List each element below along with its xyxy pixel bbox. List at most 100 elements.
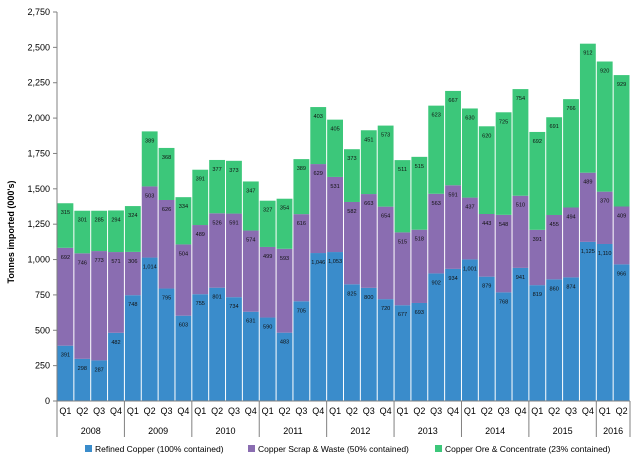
bar-segment xyxy=(478,126,495,214)
bar-segment xyxy=(192,169,209,226)
data-label: 389 xyxy=(297,166,306,172)
y-tick-label: 1,000 xyxy=(27,255,50,265)
bar-segment xyxy=(411,229,428,303)
bar-segment xyxy=(478,213,495,277)
bar-segment xyxy=(209,213,226,288)
x-tick-label: Q1 xyxy=(599,406,611,416)
bar-segment xyxy=(259,246,276,318)
data-label: 494 xyxy=(566,214,575,220)
data-label: 515 xyxy=(415,164,424,170)
data-label: 437 xyxy=(465,205,474,211)
bar-segment xyxy=(411,302,428,401)
data-label: 370 xyxy=(600,199,609,205)
legend-label: Copper Ore & Concentrate (23% contained) xyxy=(445,444,611,454)
data-label: 725 xyxy=(499,119,508,125)
data-label: 518 xyxy=(415,237,424,243)
data-label: 1,001 xyxy=(463,266,477,272)
x-tick-label: Q1 xyxy=(396,406,408,416)
data-label: 754 xyxy=(516,96,525,102)
data-label: 489 xyxy=(583,180,592,186)
bar-segment xyxy=(226,297,242,401)
bar-segment xyxy=(293,301,310,401)
data-label: 391 xyxy=(533,237,542,243)
bar-segment xyxy=(108,332,124,401)
legend-label: Copper Scrap & Waste (50% contained) xyxy=(258,444,409,454)
bar-segment xyxy=(242,311,259,401)
bar-segment xyxy=(613,206,630,265)
x-tick-label: Q3 xyxy=(228,406,240,416)
data-label: 373 xyxy=(347,156,356,162)
bar-segment xyxy=(495,112,512,215)
data-label: 405 xyxy=(330,127,339,133)
x-tick-label: Q3 xyxy=(565,406,577,416)
data-label: 315 xyxy=(61,210,70,216)
data-label: 409 xyxy=(617,214,626,220)
data-label: 693 xyxy=(415,310,424,316)
bar-segment xyxy=(141,186,158,258)
data-label: 285 xyxy=(94,218,103,224)
legend-swatch xyxy=(248,445,255,452)
data-label: 720 xyxy=(381,306,390,312)
data-label: 966 xyxy=(617,271,626,277)
bar-segment xyxy=(276,198,293,249)
data-label: 623 xyxy=(432,113,441,119)
bar-segment xyxy=(360,130,377,195)
bar-segment xyxy=(360,287,377,401)
bar-segment xyxy=(579,241,596,401)
bar-segment xyxy=(579,43,596,173)
bar-segment xyxy=(57,203,74,248)
data-label: 705 xyxy=(297,308,306,314)
x-tick-label: Q3 xyxy=(498,406,510,416)
x-tick-label: Q4 xyxy=(110,406,122,416)
data-label: 298 xyxy=(78,366,87,372)
data-label: 920 xyxy=(600,69,609,75)
bar-segment xyxy=(192,225,209,295)
data-label: 573 xyxy=(381,133,390,139)
bar-segment xyxy=(344,149,360,202)
bar-segment xyxy=(108,252,124,333)
data-label: 483 xyxy=(280,340,289,346)
bar-segment xyxy=(57,247,74,346)
data-label: 801 xyxy=(212,295,221,301)
bar-segment xyxy=(445,268,461,401)
bar-segment xyxy=(158,288,175,401)
y-tick-label: 0 xyxy=(45,396,50,406)
y-tick-label: 750 xyxy=(35,290,50,300)
bar-segment xyxy=(327,176,343,253)
data-label: 692 xyxy=(61,255,70,261)
data-label: 391 xyxy=(196,177,205,183)
bar-segment xyxy=(74,358,91,401)
bar-segment xyxy=(428,193,445,274)
legend-swatch xyxy=(85,445,92,452)
data-label: 800 xyxy=(364,295,373,301)
y-tick-label: 250 xyxy=(35,361,50,371)
data-label: 511 xyxy=(398,167,407,173)
x-tick-label: Q1 xyxy=(329,406,341,416)
x-tick-label: Q4 xyxy=(447,406,459,416)
bar-segment xyxy=(74,253,91,359)
bar-segment xyxy=(276,248,293,333)
x-tick-label: Q2 xyxy=(413,406,425,416)
bar-segment xyxy=(478,276,495,401)
data-label: 294 xyxy=(111,217,120,223)
x-tick-label: Q2 xyxy=(481,406,493,416)
data-label: 748 xyxy=(128,302,137,308)
bar-segment xyxy=(428,105,445,194)
bar-segment xyxy=(445,90,461,186)
data-label: 768 xyxy=(499,299,508,305)
bar-segment xyxy=(91,360,108,401)
x-tick-label: Q4 xyxy=(582,406,594,416)
data-label: 306 xyxy=(128,259,137,265)
bar-segment xyxy=(344,284,360,401)
bar-segment xyxy=(293,214,310,302)
data-label: 324 xyxy=(128,213,137,219)
year-label: 2008 xyxy=(81,426,101,436)
data-label: 654 xyxy=(381,214,390,220)
year-label: 2012 xyxy=(350,426,370,436)
data-label: 489 xyxy=(196,232,205,238)
x-tick-label: Q4 xyxy=(245,406,257,416)
bar-segment xyxy=(394,305,411,401)
data-label: 629 xyxy=(314,171,323,177)
bar-segment xyxy=(141,257,158,401)
data-label: 455 xyxy=(549,222,558,228)
